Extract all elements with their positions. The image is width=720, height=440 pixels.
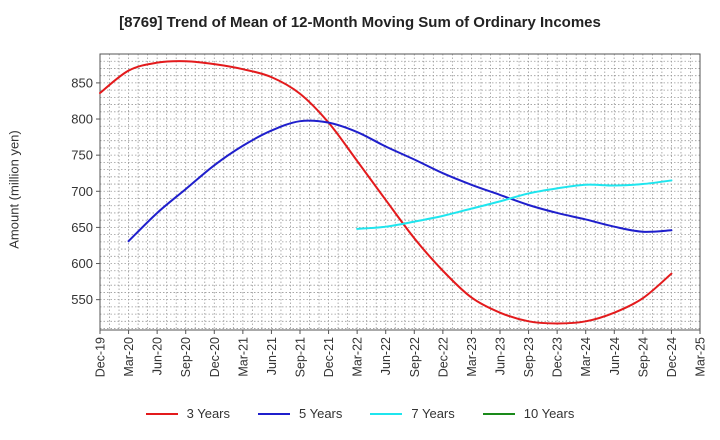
legend-swatch <box>145 412 178 415</box>
y-tick-label: 550 <box>71 292 93 307</box>
x-tick-label: Dec-19 <box>94 337 108 377</box>
x-tick-label: Mar-22 <box>351 337 365 377</box>
series-line-5-years <box>127 119 673 243</box>
x-tick-label: Sep-21 <box>294 337 308 377</box>
legend-item-5-years: 5 Years <box>258 406 342 421</box>
x-tick-label: Dec-21 <box>322 337 336 377</box>
legend-label: 5 Years <box>299 406 343 421</box>
legend-item-10-years: 10 Years <box>482 406 575 421</box>
x-tick-label: Sep-23 <box>522 337 536 377</box>
x-tick-label: Mar-25 <box>694 337 708 377</box>
x-tick-label: Mar-24 <box>579 337 593 377</box>
y-tick-label: 600 <box>71 256 93 271</box>
plot-frame <box>99 53 701 331</box>
x-tick-label: Jun-24 <box>608 337 622 375</box>
x-tick-label: Sep-24 <box>636 337 650 377</box>
y-tick-label: 850 <box>71 75 93 90</box>
series-line-7-years <box>356 179 673 230</box>
x-tick-label: Jun-20 <box>151 337 165 375</box>
legend-item-3-years: 3 Years <box>145 406 230 421</box>
y-tick-label: 750 <box>71 148 93 163</box>
legend: 3 Years 5 Years 7 Years 10 Years <box>0 406 720 421</box>
y-tick-label: 700 <box>71 184 93 199</box>
series-line-3-years <box>99 60 673 325</box>
x-tick-label: Dec-24 <box>665 337 679 377</box>
legend-swatch <box>370 412 403 415</box>
legend-label: 7 Years <box>411 406 455 421</box>
x-tick-label: Jun-22 <box>379 337 393 375</box>
x-tick-label: Dec-22 <box>436 337 450 377</box>
x-tick-label: Mar-23 <box>465 337 479 377</box>
x-tick-label: Mar-21 <box>236 337 250 377</box>
legend-swatch <box>258 412 290 415</box>
legend-label: 10 Years <box>523 406 575 421</box>
x-tick-label: Sep-22 <box>408 337 422 377</box>
x-tick-label: Sep-20 <box>179 337 193 377</box>
legend-item-7-years: 7 Years <box>370 406 455 421</box>
x-tick-label: Jun-21 <box>265 337 279 375</box>
legend-swatch <box>482 412 515 415</box>
y-tick-label: 650 <box>71 220 93 235</box>
x-tick-label: Jun-23 <box>494 337 508 375</box>
y-tick-label: 800 <box>71 112 93 127</box>
x-tick-label: Mar-20 <box>122 337 136 377</box>
x-tick-label: Dec-20 <box>208 337 222 377</box>
x-tick-label: Dec-23 <box>551 337 565 377</box>
legend-label: 3 Years <box>186 406 230 421</box>
chart-title: [8769] Trend of Mean of 12-Month Moving … <box>119 14 601 31</box>
